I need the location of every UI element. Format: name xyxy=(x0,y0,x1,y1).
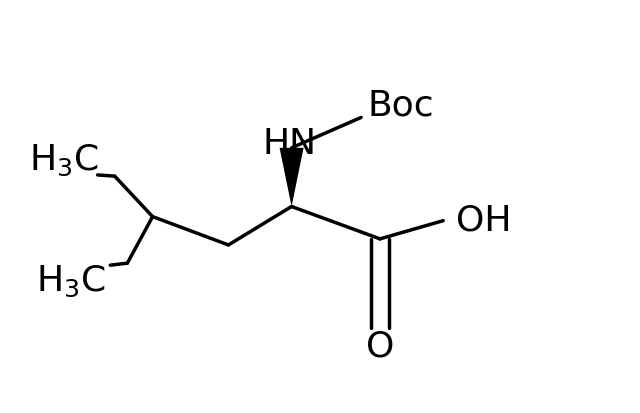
Polygon shape xyxy=(280,148,303,206)
Text: OH: OH xyxy=(456,204,511,237)
Text: O: O xyxy=(366,329,394,363)
Text: Boc: Boc xyxy=(367,88,434,122)
Text: HN: HN xyxy=(262,127,317,161)
Text: H$_3$C: H$_3$C xyxy=(36,264,106,299)
Text: H$_3$C: H$_3$C xyxy=(29,142,99,178)
